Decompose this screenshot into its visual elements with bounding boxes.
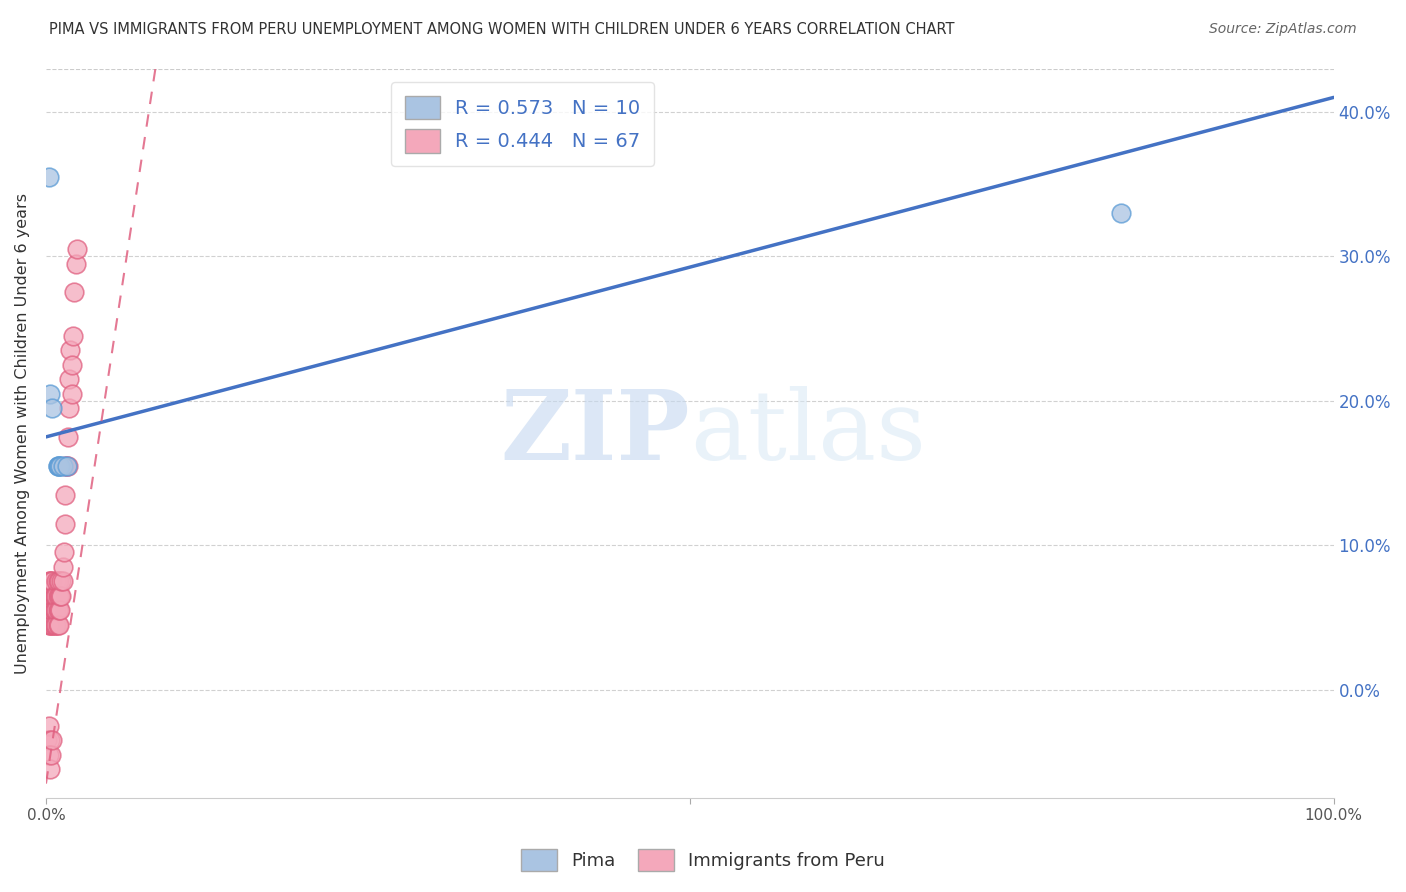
Point — [38, 574, 60, 589]
Point — [46, 458, 69, 473]
Point — [59, 343, 82, 358]
Point — [53, 545, 76, 559]
Point — [42, 589, 65, 603]
Point — [52, 560, 75, 574]
Point — [46, 617, 69, 632]
Point — [38, 762, 60, 776]
Point — [52, 458, 75, 473]
Point — [44, 589, 66, 603]
Point — [58, 372, 80, 386]
Point — [42, 617, 65, 632]
Point — [48, 574, 70, 589]
Point — [48, 603, 70, 617]
Point — [63, 285, 86, 300]
Point — [44, 617, 66, 632]
Point — [38, 747, 60, 762]
Point — [39, 574, 62, 589]
Text: PIMA VS IMMIGRANTS FROM PERU UNEMPLOYMENT AMONG WOMEN WITH CHILDREN UNDER 6 YEAR: PIMA VS IMMIGRANTS FROM PERU UNEMPLOYMEN… — [49, 22, 955, 37]
Point — [41, 617, 63, 632]
Point — [41, 603, 63, 617]
Point — [44, 603, 66, 617]
Point — [41, 733, 63, 747]
Point — [55, 458, 77, 473]
Point — [46, 603, 69, 617]
Point — [41, 574, 63, 589]
Point — [37, 733, 59, 747]
Point — [60, 358, 83, 372]
Point — [53, 458, 76, 473]
Point — [44, 603, 66, 617]
Point — [48, 589, 70, 603]
Point — [38, 169, 60, 184]
Point — [46, 574, 69, 589]
Point — [38, 386, 60, 401]
Legend: Pima, Immigrants from Peru: Pima, Immigrants from Peru — [513, 842, 893, 879]
Point — [39, 617, 62, 632]
Point — [46, 458, 69, 473]
Point — [56, 458, 79, 473]
Point — [38, 617, 60, 632]
Point — [62, 328, 84, 343]
Point — [38, 617, 60, 632]
Point — [38, 574, 60, 589]
Legend: R = 0.573   N = 10, R = 0.444   N = 67: R = 0.573 N = 10, R = 0.444 N = 67 — [391, 82, 654, 166]
Point — [49, 603, 72, 617]
Point — [56, 430, 79, 444]
Point — [55, 458, 77, 473]
Text: Source: ZipAtlas.com: Source: ZipAtlas.com — [1209, 22, 1357, 37]
Point — [45, 603, 67, 617]
Point — [66, 242, 89, 256]
Point — [38, 719, 60, 733]
Point — [51, 574, 73, 589]
Point — [48, 458, 70, 473]
Point — [53, 488, 76, 502]
Point — [38, 589, 60, 603]
Point — [48, 617, 70, 632]
Point — [58, 401, 80, 415]
Point — [45, 589, 67, 603]
Point — [53, 516, 76, 531]
Point — [41, 589, 63, 603]
Point — [41, 401, 63, 415]
Point — [39, 603, 62, 617]
Point — [49, 589, 72, 603]
Point — [52, 574, 75, 589]
Point — [44, 589, 66, 603]
Text: atlas: atlas — [690, 386, 925, 480]
Point — [37, 603, 59, 617]
Text: ZIP: ZIP — [501, 386, 690, 480]
Point — [38, 733, 60, 747]
Point — [1109, 206, 1132, 220]
Point — [38, 603, 60, 617]
Point — [37, 589, 59, 603]
Point — [45, 617, 67, 632]
Point — [45, 574, 67, 589]
Point — [37, 603, 59, 617]
Point — [51, 589, 73, 603]
Point — [42, 603, 65, 617]
Point — [39, 589, 62, 603]
Y-axis label: Unemployment Among Women with Children Under 6 years: Unemployment Among Women with Children U… — [15, 193, 30, 673]
Point — [46, 589, 69, 603]
Point — [38, 603, 60, 617]
Point — [60, 386, 83, 401]
Point — [39, 747, 62, 762]
Point — [49, 458, 72, 473]
Point — [65, 256, 87, 270]
